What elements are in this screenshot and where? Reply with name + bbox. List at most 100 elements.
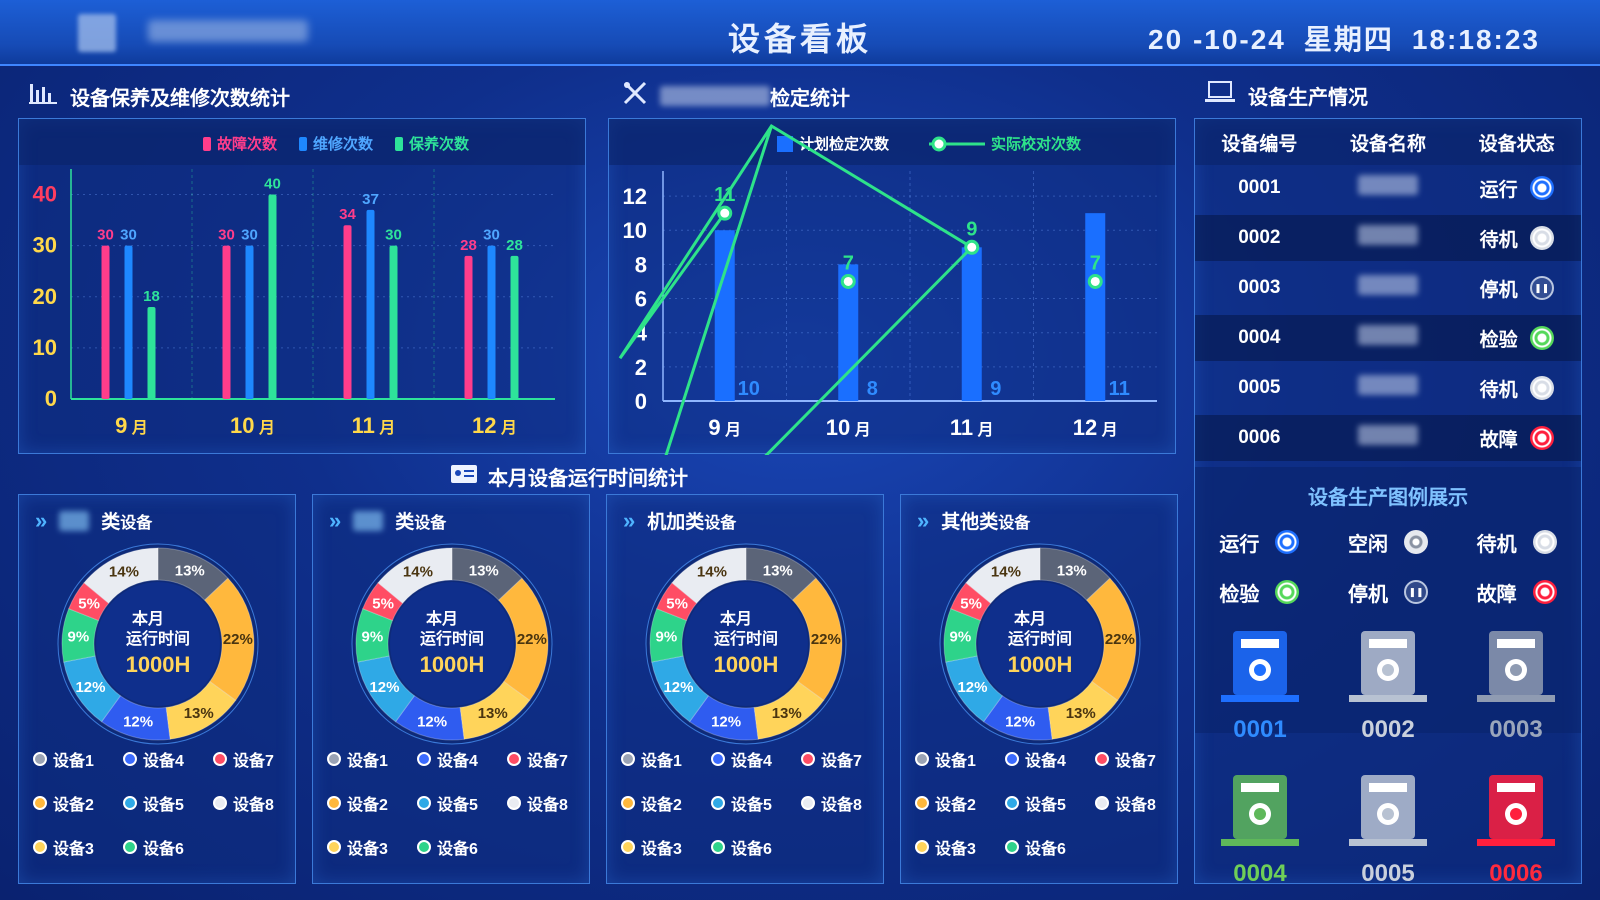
- legend-dot: [417, 752, 431, 766]
- maintenance-panel: 故障次数 维修次数 保养次数 0 10 20 30 40 30 30 18 9 月 30 30 40 1…: [18, 118, 586, 454]
- slice-label: 12%: [75, 679, 105, 696]
- slice-label: 9%: [362, 628, 384, 645]
- device-cabinet-icon: [1349, 775, 1427, 846]
- legend-dot: [1095, 796, 1109, 810]
- center-label: 运行时间: [420, 629, 484, 648]
- y-tick-label: 8: [635, 252, 647, 277]
- slice-label: 9%: [68, 628, 90, 645]
- bar: [147, 307, 156, 399]
- legend-swatch: [395, 136, 404, 151]
- data-label: 30: [97, 227, 114, 244]
- legend-dot: [507, 796, 521, 810]
- legend-swatch: [777, 135, 793, 152]
- center-label: 运行时间: [714, 629, 778, 648]
- device-status: 待机: [1452, 225, 1581, 252]
- device-0005[interactable]: 0005: [1333, 773, 1443, 888]
- donut-panel-title: » 类设备: [329, 507, 447, 534]
- device-0004[interactable]: 0004: [1205, 773, 1315, 888]
- device-name: [1324, 325, 1453, 351]
- device-name: [1324, 175, 1453, 201]
- bar: [714, 230, 735, 401]
- bar: [464, 255, 473, 399]
- page-title: 设备看板: [727, 21, 872, 57]
- line-label: 7: [843, 252, 854, 274]
- slice-label: 5%: [960, 595, 982, 612]
- slice-label: 13%: [184, 705, 214, 722]
- device-cabinet-icon: [1221, 775, 1299, 846]
- table-row[interactable]: 0005 待机: [1195, 365, 1581, 411]
- donut-panel: » 类设备 13% 22% 13% 12% 12% 9% 5% 14% 本月 运行时间 1000H 设备1…: [312, 494, 590, 884]
- slice-label: 14%: [697, 564, 727, 581]
- blurred-text: [1358, 375, 1418, 395]
- table-row[interactable]: 0001 运行: [1195, 165, 1581, 211]
- col-device-name: 设备名称: [1350, 133, 1427, 155]
- donut-slice: [100, 695, 171, 741]
- legend-dot: [213, 752, 227, 766]
- status-stop-icon: ❚❚: [1403, 580, 1428, 604]
- device-id: 0002: [1238, 227, 1281, 248]
- x-tick-label: 10 月: [230, 413, 275, 438]
- bar: [124, 245, 133, 399]
- line-point: [964, 239, 980, 255]
- device-0001[interactable]: 0001: [1205, 629, 1315, 744]
- device-label: 0001: [1233, 716, 1287, 743]
- legend-item: 设备4: [711, 747, 801, 771]
- donut-panel: » 机加类设备 13% 22% 13% 12% 12% 9% 5% 14% 本月 运行时间 1000H 设…: [606, 494, 884, 884]
- device-0002[interactable]: 0002: [1333, 629, 1443, 744]
- y-tick-label: 20: [33, 284, 57, 309]
- line-label: 9: [966, 218, 977, 240]
- legend-dot: [123, 796, 137, 810]
- legend-dot: [1005, 796, 1019, 810]
- y-tick-label: 6: [635, 287, 647, 312]
- device-id: 0005: [1238, 377, 1281, 398]
- status-run-icon: [1529, 176, 1554, 200]
- legend-dot: [801, 752, 815, 766]
- data-label: 28: [506, 237, 523, 254]
- production-panel: 设备编号 设备名称 设备状态 0001 运行 0002 待机 0003 停机 ❚❚ 0004 检…: [1194, 118, 1582, 887]
- device-0006[interactable]: 0006: [1461, 773, 1571, 888]
- legend-panel-title: 设备生产图例展示: [1308, 487, 1468, 509]
- chevron-right-icon: »: [35, 507, 48, 533]
- slice-label: 22%: [1105, 631, 1135, 648]
- legend-dot: [621, 796, 635, 810]
- center-label: 本月: [132, 609, 164, 628]
- table-row[interactable]: 0006 故障: [1195, 415, 1581, 461]
- x-tick-label: 11 月: [352, 413, 396, 438]
- runtime-section-title: 本月设备运行时间统计: [450, 462, 688, 491]
- status-check-icon: [1529, 326, 1554, 350]
- bar: [1085, 213, 1106, 401]
- data-label: 18: [143, 288, 160, 305]
- donut-slice: [950, 582, 992, 622]
- maintenance-legend: 故障次数 维修次数 保养次数: [203, 133, 469, 154]
- blurred-text: [660, 86, 770, 106]
- legend-item: 设备6: [1005, 835, 1095, 859]
- line-point: [840, 273, 856, 289]
- line-point: [717, 205, 733, 221]
- donut-panel-title: » 其他类设备: [917, 507, 1031, 534]
- device-status: 待机: [1452, 375, 1581, 402]
- maintenance-section-title: 设备保养及维修次数统计: [28, 80, 290, 112]
- device-id: 0003: [1238, 277, 1281, 298]
- donut-legend: 设备1 设备4 设备7 设备2 设备5 设备8 设备3 设备6: [33, 747, 303, 859]
- slice-label: 13%: [1066, 705, 1096, 722]
- center-value: 1000H: [126, 652, 191, 677]
- blurred-text: [1358, 275, 1418, 295]
- blurred-text: [1358, 325, 1418, 345]
- table-row[interactable]: 0004 检验: [1195, 315, 1581, 361]
- table-row[interactable]: 0003 停机 ❚❚: [1195, 265, 1581, 311]
- table-row[interactable]: 0002 待机: [1195, 215, 1581, 261]
- device-0003[interactable]: 0003: [1461, 629, 1571, 744]
- legend-maint: 保养次数: [395, 133, 469, 154]
- device-id: 0001: [1238, 177, 1281, 198]
- legend-item: 设备1: [327, 747, 417, 771]
- legend-dot: [327, 840, 341, 854]
- legend-dot: [123, 752, 137, 766]
- bar: [222, 245, 231, 399]
- slice-label: 22%: [223, 631, 253, 648]
- data-label: 10: [738, 378, 760, 400]
- donut-center: [684, 582, 808, 706]
- y-tick-label: 10: [623, 218, 647, 243]
- data-label: 28: [460, 237, 477, 254]
- slice-label: 12%: [711, 713, 741, 730]
- slice-label: 13%: [772, 705, 802, 722]
